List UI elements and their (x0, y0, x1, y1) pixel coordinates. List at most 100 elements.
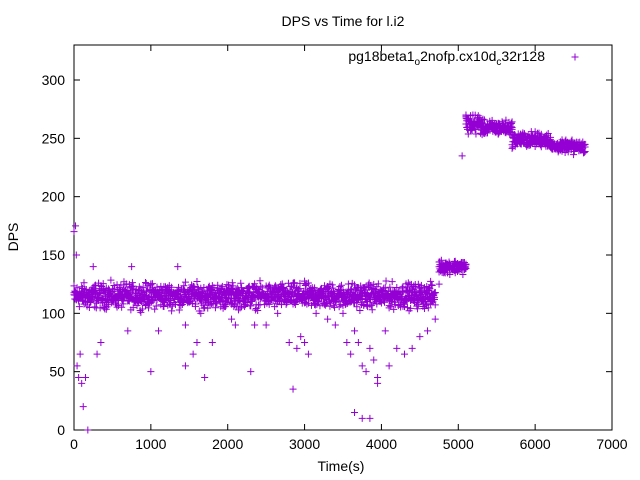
data-point (237, 279, 245, 287)
data-point (84, 426, 92, 434)
data-point (188, 299, 196, 307)
data-point (107, 276, 115, 284)
data-point (570, 151, 578, 159)
data-point (85, 304, 93, 311)
data-point (262, 321, 270, 329)
legend: pg18beta1o2nofp.cx10dc32r128 (348, 48, 579, 68)
plot-frame (73, 44, 613, 431)
data-point (129, 304, 137, 312)
y-tick-label: 200 (42, 189, 66, 205)
data-point (194, 283, 202, 291)
data-point (374, 280, 382, 288)
data-point (119, 300, 127, 308)
y-tick-label: 300 (42, 72, 66, 88)
data-point (265, 300, 273, 308)
data-point (393, 283, 401, 291)
data-point (147, 281, 155, 289)
data-point (96, 290, 104, 298)
data-point (168, 307, 176, 315)
data-point (358, 414, 366, 422)
x-tick-label: 3000 (289, 436, 320, 452)
data-point (520, 130, 528, 138)
data-point (175, 286, 183, 294)
data-point (301, 299, 309, 307)
data-point (331, 321, 339, 329)
data-point (458, 152, 466, 160)
data-point (480, 116, 488, 124)
data-point (191, 300, 199, 308)
y-tick-label: 250 (42, 130, 66, 146)
legend-label-part: 2nofp.cx10d (420, 48, 496, 64)
data-point (246, 288, 254, 296)
legend-label: pg18beta1o2nofp.cx10dc32r128 (348, 48, 545, 68)
data-point (122, 280, 130, 288)
data-point (201, 374, 209, 381)
data-point (229, 282, 237, 290)
data-point (437, 256, 445, 264)
data-point (420, 305, 428, 313)
data-point (430, 296, 438, 304)
data-point (181, 278, 189, 286)
x-tick-label: 0 (70, 436, 78, 452)
data-point (337, 281, 345, 289)
data-point (218, 284, 226, 292)
data-point (431, 289, 439, 297)
data-point (70, 282, 78, 290)
legend-label-part: o (415, 57, 421, 68)
data-point (537, 143, 545, 151)
data-point (344, 280, 352, 288)
x-tick-label: 7000 (596, 436, 627, 452)
data-point (331, 303, 339, 311)
data-point (110, 281, 118, 289)
data-point (228, 279, 236, 287)
data-point (164, 301, 172, 309)
data-point (99, 280, 107, 288)
data-point (398, 284, 406, 292)
data-point (351, 327, 359, 335)
data-point (446, 271, 454, 279)
data-point (330, 288, 338, 296)
data-point (139, 284, 147, 292)
data-point (288, 297, 296, 305)
data-point (190, 282, 198, 290)
data-point (193, 278, 201, 286)
data-point (241, 303, 249, 311)
data-marks (70, 111, 589, 434)
data-point (82, 374, 90, 381)
data-point (388, 278, 396, 286)
x-tick-label: 6000 (520, 436, 551, 452)
data-point (78, 379, 86, 387)
x-axis-ticks: 0 1000 2000 3000 4000 5000 6000 7000 (70, 45, 628, 452)
data-point (137, 308, 145, 316)
data-point (404, 304, 412, 312)
data-point (329, 284, 337, 292)
data-point (208, 339, 216, 346)
data-point (370, 356, 378, 364)
data-point (181, 321, 189, 329)
data-point (97, 339, 105, 346)
data-point (393, 344, 401, 352)
data-point (128, 263, 136, 271)
data-point (580, 141, 588, 149)
data-point (400, 350, 408, 358)
data-point (128, 279, 136, 287)
data-point (351, 409, 359, 416)
data-point (218, 282, 226, 290)
data-point (428, 282, 436, 290)
data-point (471, 126, 479, 134)
data-point (91, 303, 99, 311)
data-point (476, 114, 484, 122)
data-point (152, 302, 160, 310)
x-tick-label: 5000 (443, 436, 474, 452)
data-point (400, 303, 408, 311)
data-point (293, 344, 301, 352)
data-point (75, 374, 83, 381)
data-point (128, 283, 136, 291)
data-point (386, 283, 394, 291)
x-tick-label: 1000 (135, 436, 166, 452)
data-point (216, 298, 224, 306)
data-point (581, 147, 589, 155)
data-point (239, 298, 247, 306)
data-point (335, 298, 343, 306)
